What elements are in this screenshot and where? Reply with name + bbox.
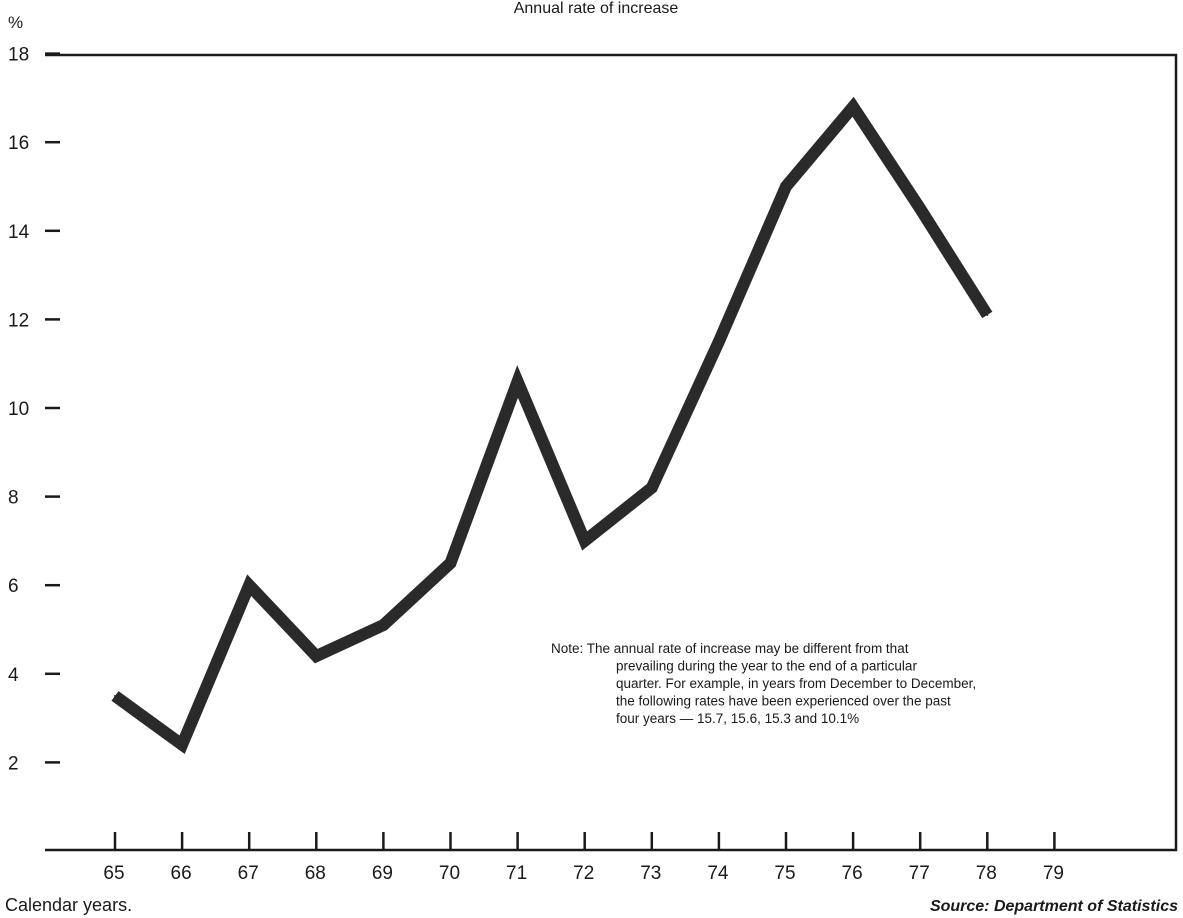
y-tick-label: 4 xyxy=(8,665,19,686)
x-tick-label: 68 xyxy=(305,863,326,884)
note-line: quarter. For example, in years from Dece… xyxy=(616,676,976,691)
data-point xyxy=(181,743,184,746)
data-point xyxy=(248,584,251,587)
data-point xyxy=(382,624,385,627)
x-tick-label: 72 xyxy=(573,863,594,884)
x-tick-label: 73 xyxy=(640,863,661,884)
y-tick-label: 12 xyxy=(8,310,29,331)
y-axis-label: % xyxy=(8,13,23,32)
x-tick-label: 70 xyxy=(439,863,460,884)
y-axis: 18 16 14 12 10 8 6 4 2 xyxy=(8,45,60,774)
data-point xyxy=(315,655,318,658)
y-tick-label: 2 xyxy=(8,753,19,774)
x-tick-label: 78 xyxy=(976,863,997,884)
data-point xyxy=(583,539,586,542)
data-point xyxy=(785,185,787,188)
note-line: the following rates have been experience… xyxy=(616,694,951,709)
x-tick-label: 67 xyxy=(238,863,259,884)
x-tick-label: 66 xyxy=(171,863,192,884)
note-line: four years — 15.7, 15.6, 15.3 and 10.1% xyxy=(616,711,859,726)
source-credit: Source: Department of Statistics xyxy=(930,898,1178,915)
x-tick-label: 75 xyxy=(774,863,795,884)
note-line: prevailing during the year to the end of… xyxy=(616,659,917,674)
note-line: Note: The annual rate of increase may be… xyxy=(551,641,909,656)
data-point xyxy=(650,486,653,489)
data-point xyxy=(449,562,452,565)
x-tick-label: 71 xyxy=(506,863,527,884)
y-tick-label: 6 xyxy=(8,576,19,597)
y-tick-label: 16 xyxy=(8,133,29,154)
x-axis-label: Calendar years. xyxy=(5,895,132,915)
x-tick-label: 79 xyxy=(1043,863,1064,884)
series-line xyxy=(111,96,993,754)
note: Note: The annual rate of increase may be… xyxy=(551,641,976,726)
data-point xyxy=(919,207,922,210)
x-axis: 65 66 67 68 69 70 71 72 73 74 75 76 77 78 79 xyxy=(103,832,1064,884)
x-tick-label: 65 xyxy=(103,863,124,884)
data-point xyxy=(114,694,116,697)
y-tick-label: 14 xyxy=(8,222,30,243)
data-point xyxy=(986,313,989,316)
series-layer xyxy=(111,96,993,754)
plot-frame xyxy=(45,53,1178,852)
y-tick-label: 18 xyxy=(8,45,29,66)
x-tick-label: 74 xyxy=(707,863,729,884)
y-tick-label: 8 xyxy=(8,488,19,509)
x-tick-label: 77 xyxy=(909,863,930,884)
data-point xyxy=(717,340,720,343)
data-point xyxy=(516,380,519,383)
y-tick-label: 10 xyxy=(8,399,29,420)
chart-title: Annual rate of increase xyxy=(514,0,679,17)
x-tick-label: 69 xyxy=(372,863,393,884)
x-tick-label: 76 xyxy=(842,863,863,884)
data-point xyxy=(852,105,855,108)
